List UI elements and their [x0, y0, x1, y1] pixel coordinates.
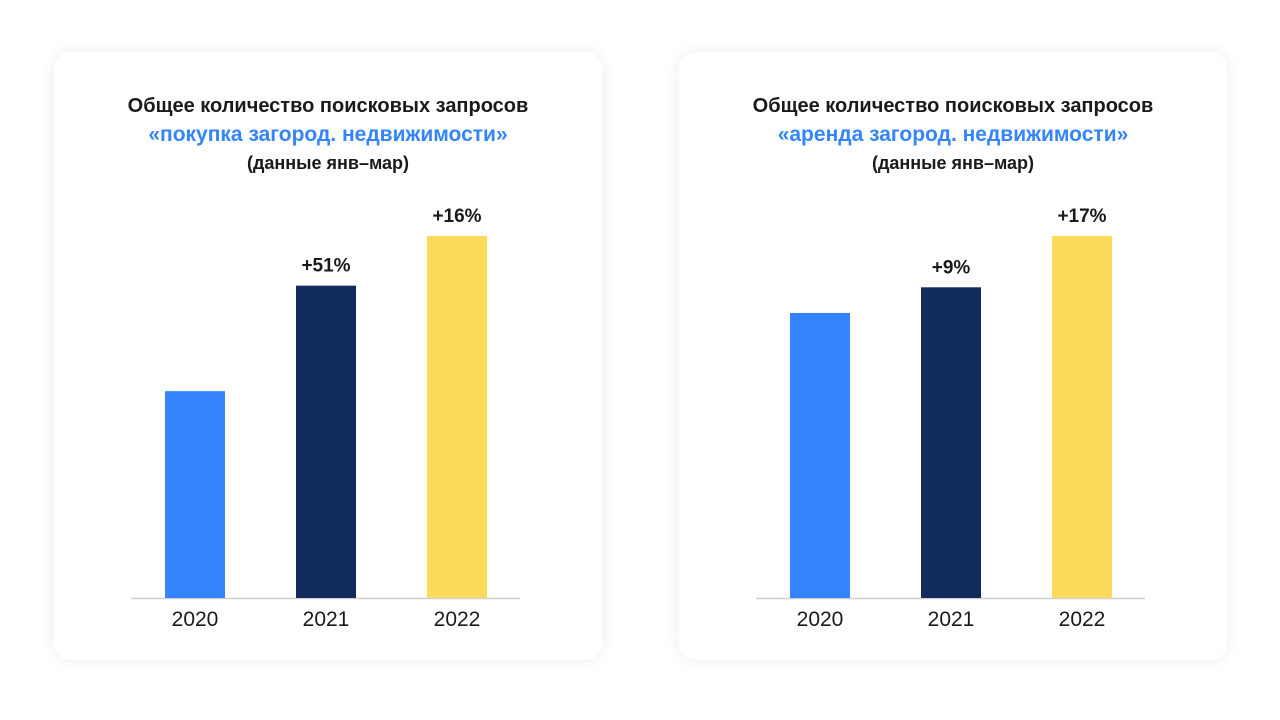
x-tick-label: 2022	[1059, 608, 1106, 631]
x-tick-label: 2020	[172, 608, 219, 631]
data-label-2022: +16%	[432, 206, 481, 227]
chart-note: (данные янв–мар)	[871, 153, 1035, 173]
chart-card-purchase: Общее количество поисковых запросов «пок…	[54, 52, 602, 660]
chart-title: Общее количество поисковых запросов	[127, 95, 529, 117]
bar-chart-rent: 2020 2021 +9% 2022 +17%	[756, 206, 1145, 631]
x-tick-label: 2021	[303, 608, 350, 631]
bar-2020	[790, 312, 850, 598]
bar-2021	[921, 287, 981, 598]
data-label-2021: +9%	[932, 257, 971, 278]
x-tick-label: 2022	[434, 608, 481, 631]
bar-2022	[1052, 236, 1112, 598]
chart-subtitle: «покупка загород. недвижимости»	[148, 123, 508, 146]
chart-note: (данные янв–мар)	[246, 153, 410, 173]
chart-subtitle: «аренда загород. недвижимости»	[777, 123, 1129, 146]
chart-title: Общее количество поисковых запросов	[752, 95, 1154, 117]
chart-card-rent: Общее количество поисковых запросов «аре…	[679, 52, 1227, 660]
chart-header: Общее количество поисковых запросов «пок…	[54, 92, 602, 176]
bar-2020	[165, 391, 225, 598]
bar-2021	[296, 285, 356, 598]
data-label-2022: +17%	[1057, 206, 1106, 227]
bar-2022	[427, 236, 487, 598]
x-tick-label: 2020	[797, 608, 844, 631]
x-tick-label: 2021	[928, 608, 975, 631]
chart-header: Общее количество поисковых запросов «аре…	[679, 92, 1227, 176]
data-label-2021: +51%	[301, 256, 350, 277]
bar-chart-purchase: 2020 2021 +51% 2022 +16%	[131, 206, 520, 631]
